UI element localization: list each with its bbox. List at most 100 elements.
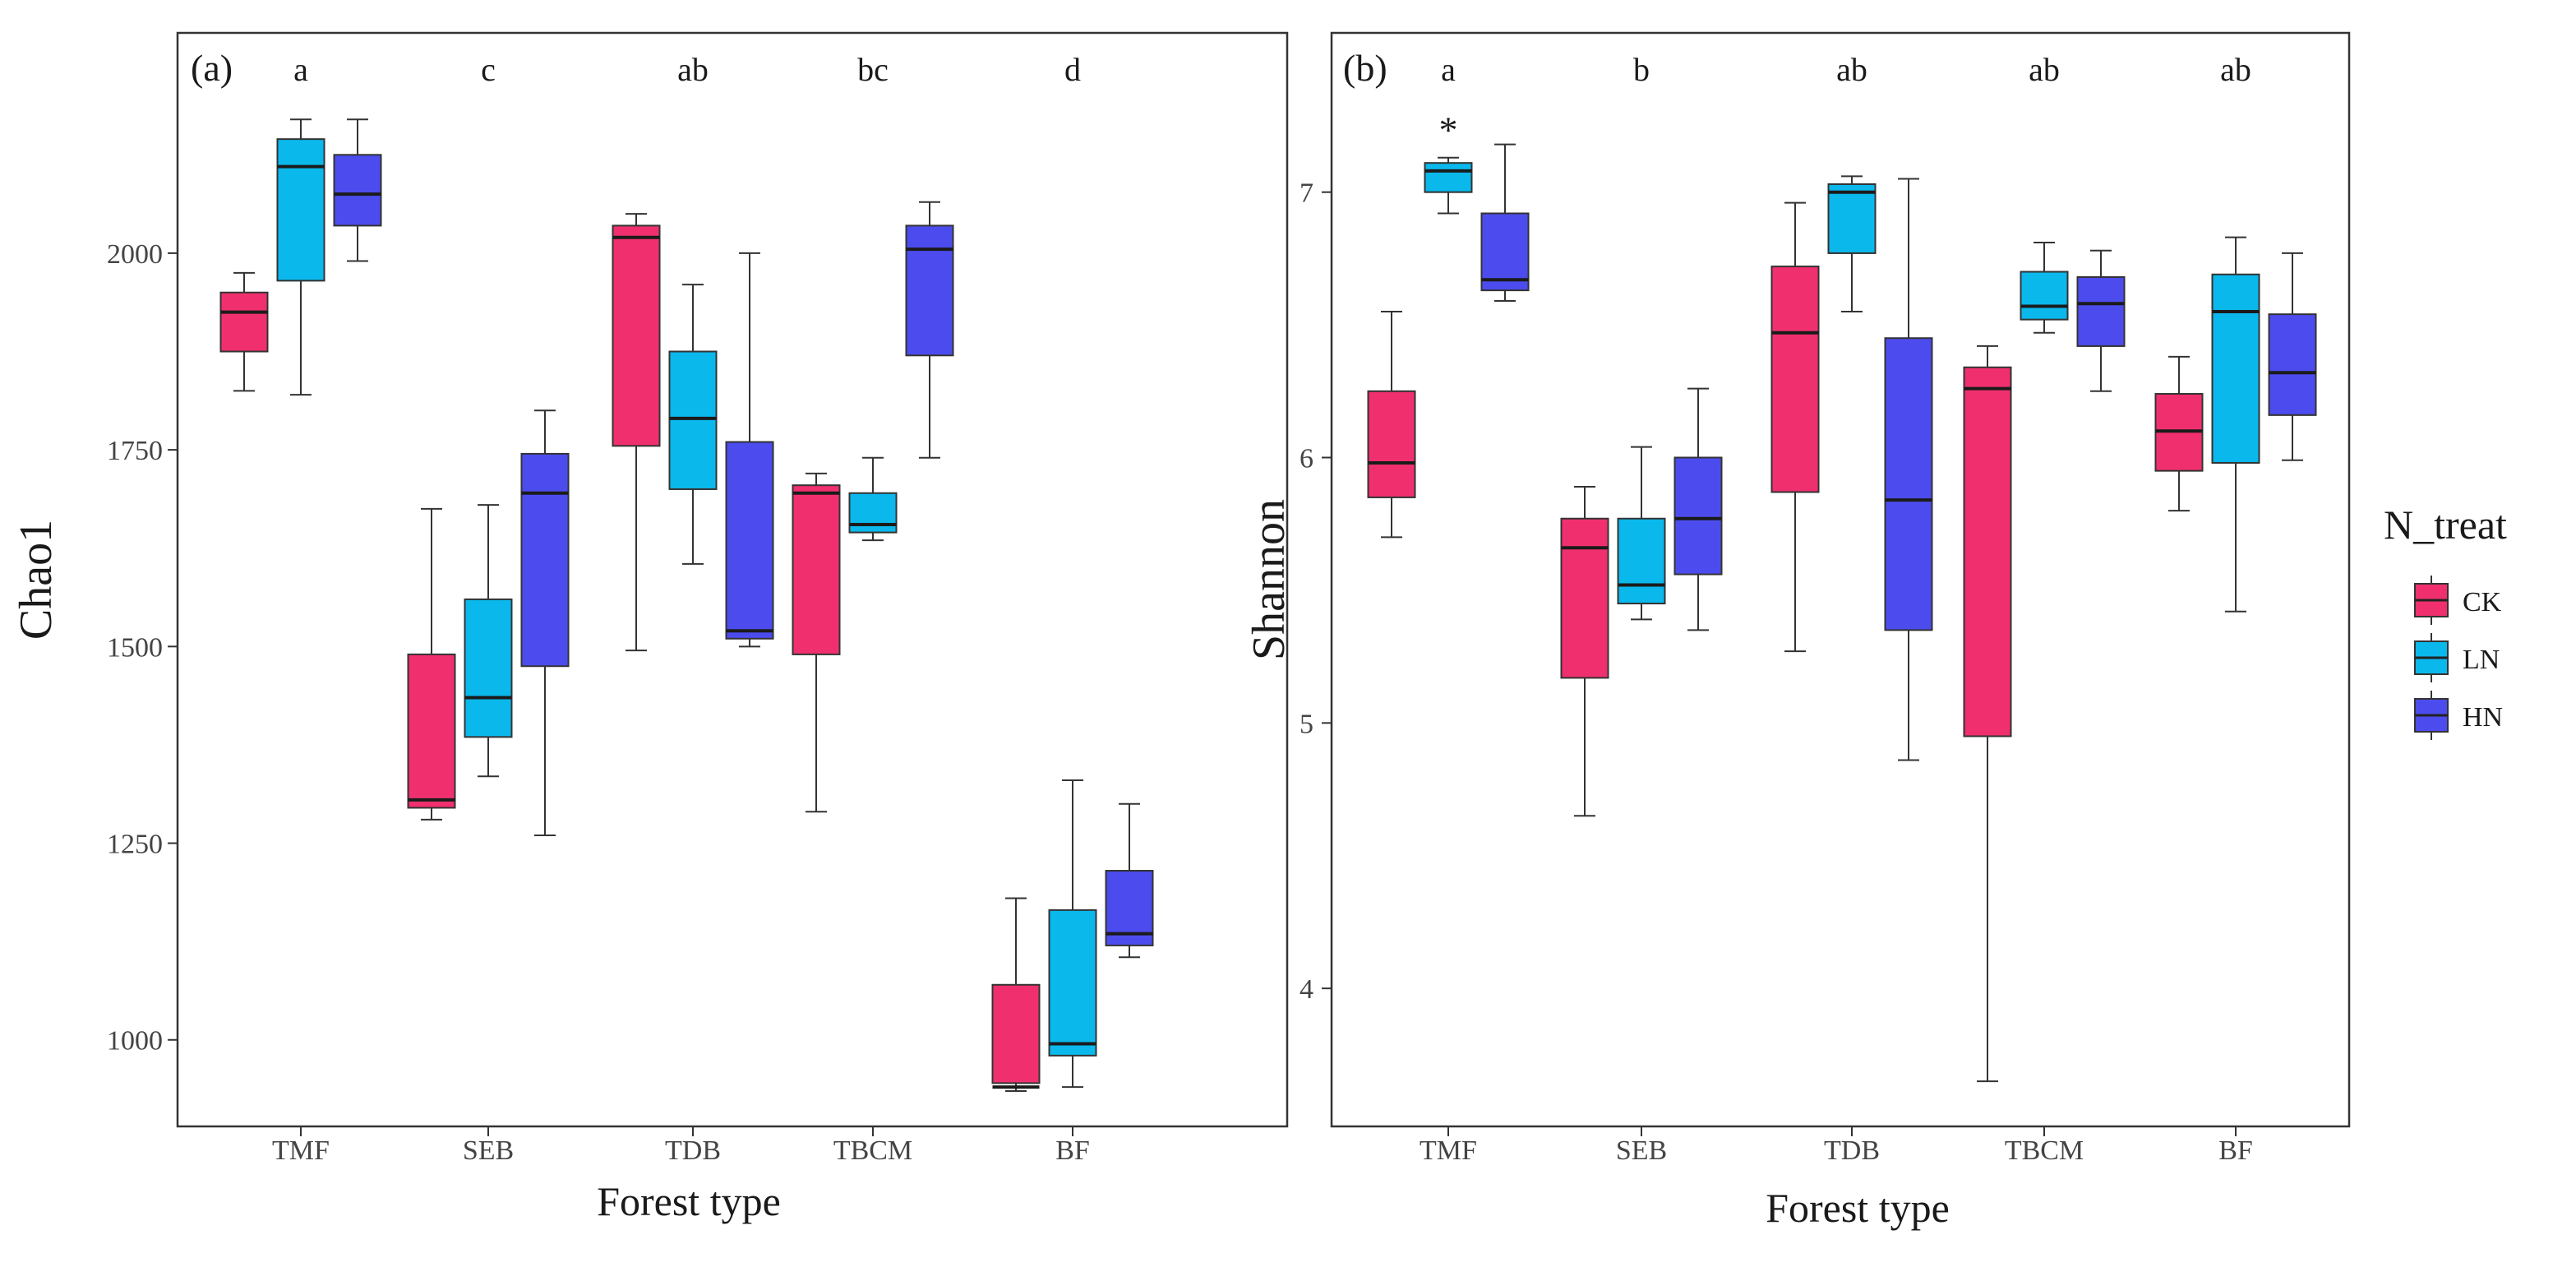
panel-a-letter-seb: c — [481, 51, 496, 88]
panel-b-y-tick-label: 4 — [1300, 974, 1313, 1005]
panel-b-letter-bf: ab — [2220, 51, 2251, 88]
panel-a-box-tbcm-hn — [905, 201, 954, 459]
panel-a-letter-tmf: a — [293, 51, 308, 88]
panel-b-letter-tbcm: ab — [2029, 51, 2060, 88]
legend-item-ln: LN — [2414, 633, 2500, 682]
panel-b-x-tick-label-tbcm: TBCM — [2005, 1135, 2084, 1166]
box-iqr — [219, 291, 269, 353]
panel-a-boxes — [219, 118, 1154, 1092]
panel-a-box-bf-ck — [991, 897, 1041, 1092]
panel-b-box-seb-hn — [1673, 387, 1723, 631]
box-iqr — [848, 492, 898, 534]
box-iqr — [1673, 456, 1723, 576]
panel-b-box-tmf-ck — [1367, 310, 1416, 539]
panel-a-letter-tbcm: bc — [857, 51, 889, 88]
panel-a-x-tick-label-tbcm: TBCM — [833, 1135, 912, 1166]
panel-b-box-tdb-hn — [1884, 178, 1933, 761]
panel-a-box-tdb-hn — [725, 252, 774, 648]
panel-b-letter-seb: b — [1633, 51, 1650, 88]
panel-a-y-tick-label: 1500 — [107, 632, 163, 663]
legend-ck-label: CK — [2463, 587, 2502, 617]
panel-b-box-seb-ck — [1560, 486, 1609, 817]
panel-b-box-tdb-ck — [1770, 201, 1820, 653]
panel-b-box-seb-ln — [1617, 446, 1666, 621]
panel-b-x-tick-label-tdb: TDB — [1824, 1135, 1880, 1166]
box-iqr — [1367, 390, 1416, 498]
box-iqr — [1827, 183, 1877, 254]
panel-b-letter-tdb: ab — [1836, 51, 1867, 88]
panel-b-box-tmf-hn — [1480, 143, 1530, 303]
panel-b-box-bf-ln — [2211, 236, 2260, 613]
panel-a-chao1: (a) a c ab bc d 1000 1250 1500 1750 2000 TMF… — [11, 31, 1289, 1224]
legend-hn-label: HN — [2463, 702, 2503, 733]
box-iqr — [333, 154, 382, 227]
panel-a-box-tbcm-ln — [848, 456, 898, 542]
panel-a-x-ticks: TMF SEB TDB TBCM BF — [272, 1126, 1090, 1166]
panel-a-box-bf-ln — [1048, 779, 1097, 1089]
legend-ln-label: LN — [2463, 645, 2500, 675]
panel-b-box-tbcm-hn — [2076, 249, 2126, 392]
panel-b-y-tick-label: 6 — [1300, 444, 1313, 474]
box-iqr — [1480, 212, 1530, 292]
panel-a-y-tick-label: 1250 — [107, 830, 163, 860]
panel-a-significance-letters: a c ab bc d — [293, 51, 1081, 88]
box-iqr — [2076, 275, 2126, 347]
box-iqr — [2020, 271, 2069, 321]
legend-item-hn: HN — [2414, 691, 2503, 740]
box-iqr — [905, 224, 954, 357]
panel-a-box-seb-hn — [520, 409, 570, 836]
panel-b-tag: (b) — [1343, 47, 1387, 89]
panel-a-y-tick-label: 1000 — [107, 1026, 163, 1057]
box-iqr — [2211, 273, 2260, 464]
panel-a-box-tbcm-ck — [792, 472, 841, 813]
panel-b-x-ticks: TMF SEB TDB TBCM BF — [1420, 1126, 2253, 1166]
panel-b-box-tdb-ln — [1827, 175, 1877, 312]
box-iqr — [725, 441, 774, 640]
panel-b-box-bf-hn — [2268, 252, 2317, 461]
panel-b-x-tick-label-seb: SEB — [1616, 1135, 1667, 1166]
panel-b-box-tbcm-ln — [2020, 242, 2069, 334]
panel-a-letter-tdb: ab — [677, 51, 709, 88]
panel-b-x-tick-label-tmf: TMF — [1420, 1135, 1477, 1166]
significance-star: * — [1439, 109, 1458, 151]
panel-b-y-ticks: 4 5 6 7 — [1300, 178, 1332, 1005]
panel-a-y-axis-title: Chao1 — [11, 520, 62, 640]
panel-b-box-tmf-ln — [1424, 156, 1473, 215]
legend: N_treat CK LN HN — [2384, 502, 2507, 740]
box-iqr — [520, 452, 570, 668]
panel-a-box-bf-hn — [1105, 802, 1154, 959]
legend-title: N_treat — [2384, 502, 2507, 548]
box-iqr — [792, 484, 841, 655]
panel-a-y-tick-label: 2000 — [107, 239, 163, 270]
box-iqr — [2268, 313, 2317, 416]
box-iqr — [1963, 366, 2012, 738]
panel-a-x-axis-title: Forest type — [597, 1178, 781, 1224]
panel-b-y-tick-label: 7 — [1300, 178, 1313, 209]
panel-a-box-tdb-ln — [668, 284, 718, 565]
panel-a-x-tick-label-bf: BF — [1055, 1135, 1090, 1166]
box-iqr — [612, 224, 661, 447]
panel-a-box-seb-ln — [464, 504, 513, 778]
panel-a-box-tmf-ck — [219, 271, 269, 392]
panel-a-x-tick-label-tdb: TDB — [665, 1135, 721, 1166]
box-iqr — [1884, 337, 1933, 631]
panel-b-y-tick-label: 5 — [1300, 709, 1313, 739]
box-iqr — [1770, 266, 1820, 493]
box-iqr — [407, 653, 456, 809]
panel-b-annotations: * — [1439, 109, 1458, 151]
panel-a-x-tick-label-tmf: TMF — [272, 1135, 330, 1166]
panel-b-significance-letters: a b ab ab ab — [1441, 51, 2251, 88]
panel-a-y-tick-label: 1750 — [107, 436, 163, 466]
panel-b-box-bf-ck — [2154, 355, 2204, 512]
panel-a-y-ticks: 1000 1250 1500 1750 2000 — [107, 239, 178, 1057]
panel-a-box-tmf-ln — [276, 118, 325, 396]
panel-a-box-tdb-ck — [612, 213, 661, 652]
box-iqr — [1560, 517, 1609, 679]
box-iqr — [1048, 909, 1097, 1057]
panel-a-letter-bf: d — [1064, 51, 1081, 88]
legend-item-ck: CK — [2414, 576, 2502, 625]
panel-a-x-tick-label-seb: SEB — [463, 1135, 514, 1166]
panel-a-tag: (a) — [191, 47, 233, 89]
box-iqr — [1617, 517, 1666, 605]
